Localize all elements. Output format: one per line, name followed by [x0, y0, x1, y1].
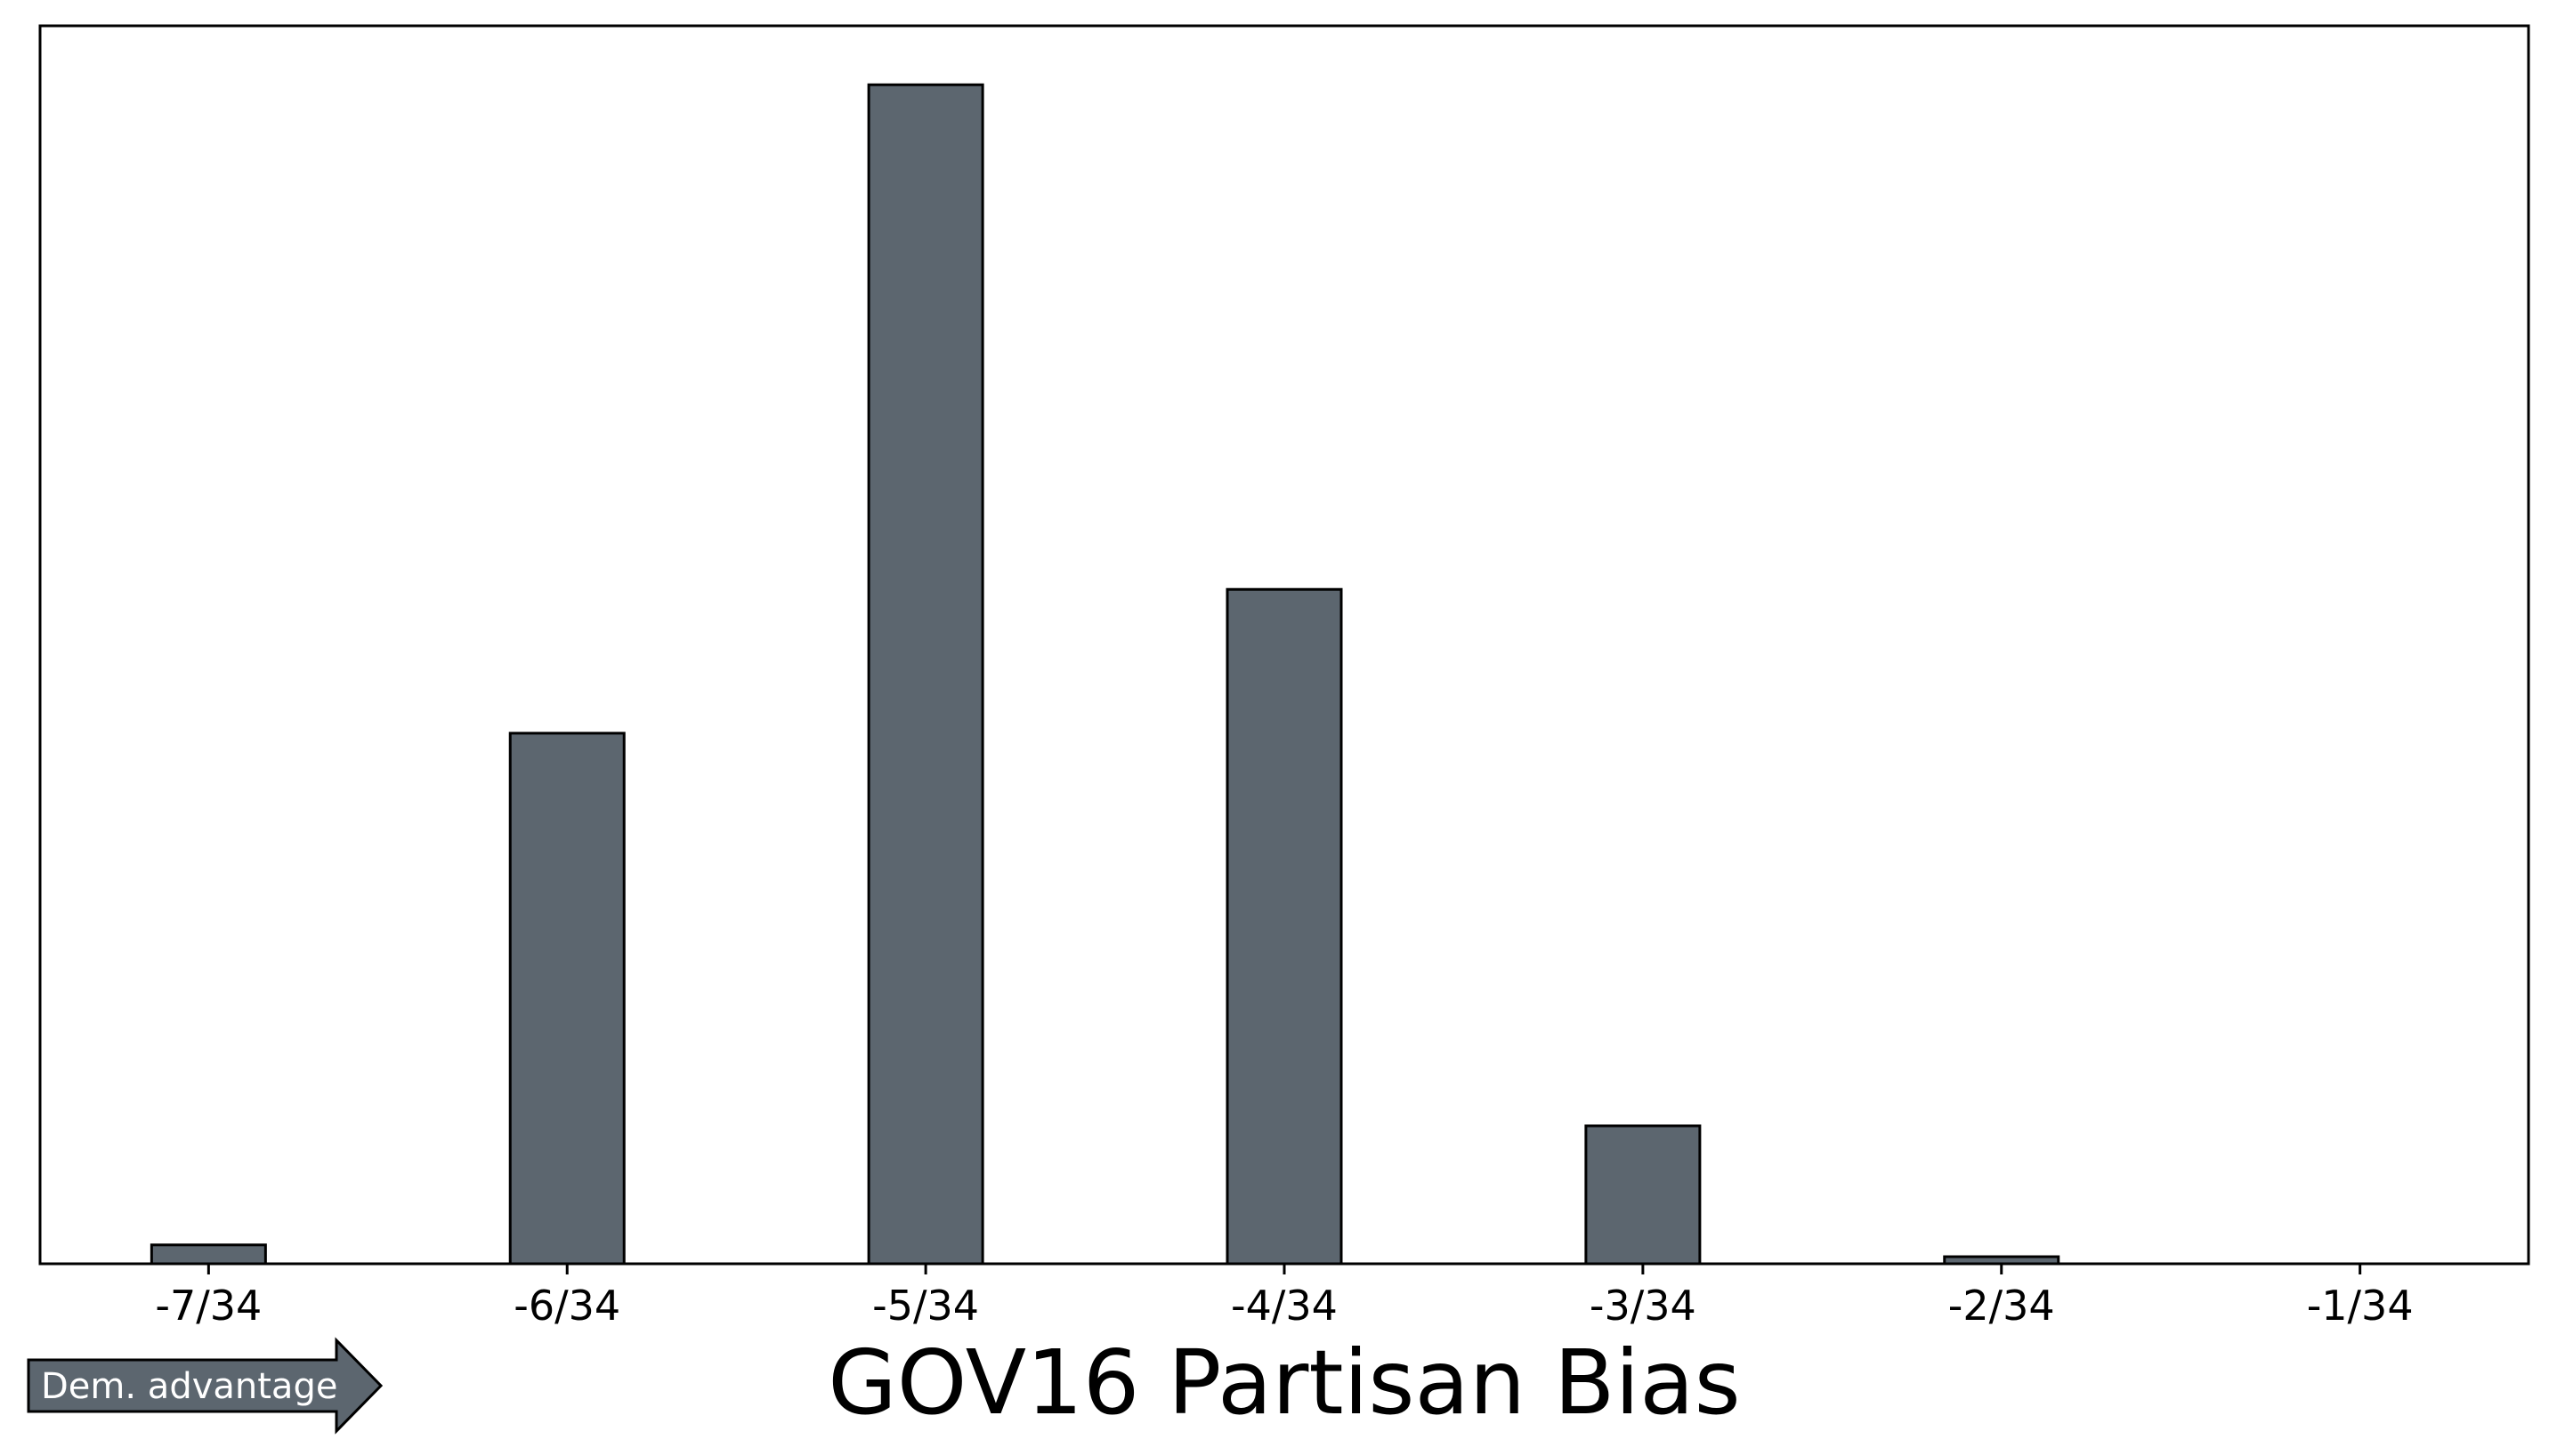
bar — [150, 1243, 267, 1266]
bar — [508, 732, 626, 1266]
arrow-right-icon — [27, 1337, 384, 1435]
bar — [867, 83, 984, 1266]
bar — [1584, 1124, 1702, 1266]
x-tick-label: -3/34 — [1590, 1282, 1696, 1330]
x-tick-label: -6/34 — [514, 1282, 620, 1330]
bars-layer — [150, 83, 2060, 1266]
x-tick-label: -2/34 — [1948, 1282, 2055, 1330]
x-tick-label: -4/34 — [1231, 1282, 1338, 1330]
dem-advantage-arrow: Dem. advantage — [27, 1337, 384, 1435]
chart-title: GOV16 Partisan Bias — [828, 1331, 1740, 1435]
bar — [1226, 587, 1343, 1266]
x-tick-label: -1/34 — [2307, 1282, 2414, 1330]
x-tick-label: -5/34 — [872, 1282, 979, 1330]
x-tick-label: -7/34 — [155, 1282, 262, 1330]
dem-advantage-label: Dem. advantage — [41, 1366, 337, 1407]
x-axis-ticks: -7/34 -6/34 -5/34 -4/34 -3/34 -2/34 -1/34 — [155, 1264, 2414, 1330]
